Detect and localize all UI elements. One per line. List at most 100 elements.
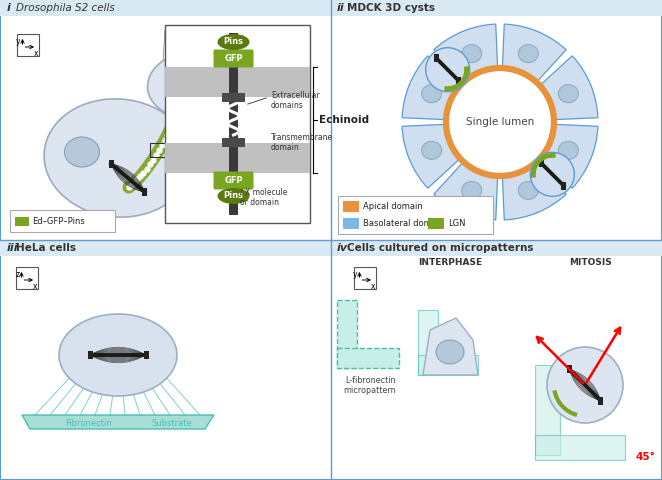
Text: / X molecule
or domain: / X molecule or domain xyxy=(240,187,287,207)
Text: Apical domain: Apical domain xyxy=(363,202,423,211)
Bar xyxy=(165,25,310,223)
Ellipse shape xyxy=(461,45,482,62)
Ellipse shape xyxy=(518,45,538,62)
Bar xyxy=(229,33,238,215)
Text: Drosophila S2 cells: Drosophila S2 cells xyxy=(16,3,115,13)
Ellipse shape xyxy=(558,84,579,103)
Bar xyxy=(337,300,357,368)
Text: GFP: GFP xyxy=(224,176,243,185)
Text: LGN: LGN xyxy=(448,219,465,228)
Text: x: x xyxy=(34,49,38,58)
Text: Single lumen: Single lumen xyxy=(466,117,534,127)
Text: x: x xyxy=(32,282,37,291)
Bar xyxy=(0,240,331,256)
Bar xyxy=(354,267,376,289)
Wedge shape xyxy=(538,124,598,188)
Text: i: i xyxy=(7,3,11,13)
Wedge shape xyxy=(434,160,498,220)
Text: y: y xyxy=(353,270,357,279)
Bar xyxy=(0,0,331,16)
Ellipse shape xyxy=(422,141,442,159)
Bar xyxy=(418,310,438,375)
Ellipse shape xyxy=(558,141,579,159)
Wedge shape xyxy=(502,160,566,220)
Polygon shape xyxy=(22,415,214,429)
Polygon shape xyxy=(423,318,478,375)
Ellipse shape xyxy=(148,52,232,118)
Wedge shape xyxy=(434,24,498,84)
Bar xyxy=(338,196,493,234)
Text: Fibronectin: Fibronectin xyxy=(65,419,111,428)
Bar xyxy=(144,351,148,359)
Text: z: z xyxy=(15,270,19,279)
Text: HeLa cells: HeLa cells xyxy=(16,243,76,253)
Text: Cells cultured on micropatterns: Cells cultured on micropatterns xyxy=(347,243,534,253)
FancyBboxPatch shape xyxy=(214,171,254,190)
Bar xyxy=(15,217,29,226)
Text: Substrate: Substrate xyxy=(152,419,193,428)
FancyBboxPatch shape xyxy=(214,49,254,68)
Ellipse shape xyxy=(422,84,442,103)
Ellipse shape xyxy=(64,137,99,167)
Ellipse shape xyxy=(218,188,250,204)
Bar xyxy=(10,210,115,232)
Wedge shape xyxy=(402,56,461,120)
Bar xyxy=(222,138,245,147)
Text: GFP: GFP xyxy=(224,54,243,63)
Ellipse shape xyxy=(436,340,464,364)
Text: iv: iv xyxy=(337,243,348,253)
Bar xyxy=(16,267,38,289)
Wedge shape xyxy=(502,24,566,84)
Circle shape xyxy=(426,48,469,92)
Text: x: x xyxy=(371,282,375,291)
Text: Pins: Pins xyxy=(224,37,244,47)
Text: MITOSIS: MITOSIS xyxy=(569,258,612,267)
Bar xyxy=(538,159,544,167)
Circle shape xyxy=(547,347,623,423)
Text: L-fibronectin
micropattern: L-fibronectin micropattern xyxy=(344,376,397,396)
Bar xyxy=(343,201,359,212)
Text: Extracellular
domains: Extracellular domains xyxy=(271,91,320,110)
Text: Transmembrane
domain: Transmembrane domain xyxy=(271,133,333,153)
Bar xyxy=(567,365,572,373)
Bar xyxy=(222,93,245,102)
Bar xyxy=(535,435,625,460)
Circle shape xyxy=(530,152,575,196)
Text: Echinoid: Echinoid xyxy=(319,115,369,125)
Text: y: y xyxy=(16,37,21,46)
Bar xyxy=(165,67,310,97)
Ellipse shape xyxy=(218,34,250,50)
Ellipse shape xyxy=(518,181,538,199)
Bar xyxy=(428,218,444,229)
Ellipse shape xyxy=(177,72,209,98)
Text: MDCK 3D cysts: MDCK 3D cysts xyxy=(347,3,435,13)
Bar xyxy=(331,0,662,16)
Bar xyxy=(535,365,560,455)
Bar xyxy=(87,351,93,359)
Bar xyxy=(598,396,603,405)
Bar xyxy=(337,348,399,368)
Bar xyxy=(457,77,461,85)
Bar xyxy=(418,355,478,375)
Bar xyxy=(142,188,148,196)
Bar xyxy=(17,34,39,56)
Bar xyxy=(150,143,166,157)
Text: Pins: Pins xyxy=(224,192,244,201)
Text: iii: iii xyxy=(7,243,19,253)
Bar xyxy=(434,54,439,62)
Ellipse shape xyxy=(59,314,177,396)
Bar xyxy=(165,143,310,173)
Text: 45°: 45° xyxy=(635,452,655,462)
Circle shape xyxy=(449,71,551,173)
Ellipse shape xyxy=(461,181,482,199)
Bar xyxy=(561,181,566,190)
Text: ii: ii xyxy=(337,3,345,13)
Bar xyxy=(109,160,114,168)
Text: Ed–GFP–Pins: Ed–GFP–Pins xyxy=(32,216,85,226)
Text: INTERPHASE: INTERPHASE xyxy=(418,258,482,267)
Wedge shape xyxy=(402,124,461,188)
Bar xyxy=(331,240,662,256)
Text: Basolateral domain: Basolateral domain xyxy=(363,219,445,228)
Bar xyxy=(343,218,359,229)
Wedge shape xyxy=(538,56,598,120)
